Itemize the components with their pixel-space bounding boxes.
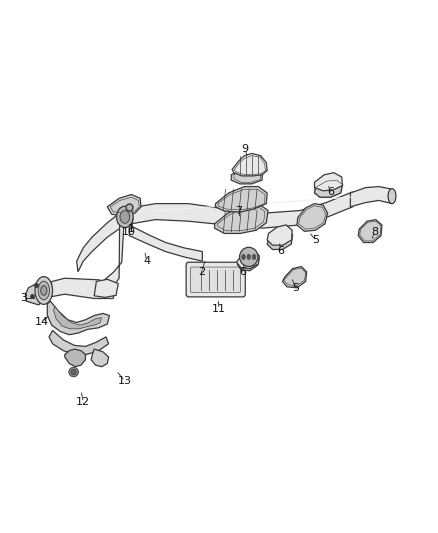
FancyBboxPatch shape	[191, 267, 240, 293]
Polygon shape	[237, 253, 259, 271]
Polygon shape	[314, 180, 343, 197]
Polygon shape	[53, 306, 102, 329]
Ellipse shape	[247, 254, 251, 260]
Text: 7: 7	[235, 206, 242, 215]
Text: 2: 2	[198, 267, 205, 277]
Text: 9: 9	[242, 144, 249, 154]
Ellipse shape	[242, 254, 245, 260]
Polygon shape	[44, 278, 117, 298]
Polygon shape	[314, 173, 343, 191]
Text: 6: 6	[277, 246, 284, 255]
Text: 3: 3	[21, 294, 28, 303]
Text: 11: 11	[212, 304, 226, 314]
Text: 4: 4	[143, 256, 150, 266]
Text: 10: 10	[122, 227, 136, 237]
Polygon shape	[65, 349, 85, 367]
Text: 5: 5	[292, 283, 299, 293]
Polygon shape	[237, 251, 259, 269]
Polygon shape	[129, 225, 202, 261]
Ellipse shape	[71, 369, 76, 375]
Polygon shape	[47, 301, 110, 335]
Text: 6: 6	[240, 267, 247, 277]
Ellipse shape	[240, 247, 258, 266]
Polygon shape	[231, 168, 263, 184]
Polygon shape	[49, 330, 109, 354]
FancyBboxPatch shape	[186, 262, 245, 297]
Polygon shape	[267, 225, 292, 245]
Text: 1: 1	[128, 224, 135, 234]
Polygon shape	[267, 229, 293, 249]
Ellipse shape	[41, 286, 47, 295]
Polygon shape	[350, 187, 392, 207]
Polygon shape	[125, 192, 353, 228]
Polygon shape	[215, 187, 267, 212]
Polygon shape	[25, 278, 52, 305]
Text: 12: 12	[76, 398, 90, 407]
Text: 14: 14	[35, 318, 49, 327]
Text: 8: 8	[371, 227, 378, 237]
Polygon shape	[297, 204, 328, 231]
Polygon shape	[77, 209, 125, 272]
Ellipse shape	[35, 277, 53, 304]
Polygon shape	[105, 223, 124, 293]
Ellipse shape	[38, 281, 49, 300]
Polygon shape	[232, 154, 267, 176]
Ellipse shape	[252, 254, 256, 260]
Ellipse shape	[117, 206, 133, 228]
Polygon shape	[94, 279, 118, 297]
Text: 13: 13	[118, 376, 132, 386]
Text: 5: 5	[312, 235, 319, 245]
Ellipse shape	[69, 367, 78, 377]
Polygon shape	[283, 266, 307, 288]
Polygon shape	[215, 204, 268, 233]
Polygon shape	[358, 220, 382, 243]
Ellipse shape	[120, 211, 130, 223]
Polygon shape	[91, 349, 109, 367]
Polygon shape	[107, 195, 141, 216]
Text: 6: 6	[327, 187, 334, 197]
Ellipse shape	[388, 189, 396, 204]
